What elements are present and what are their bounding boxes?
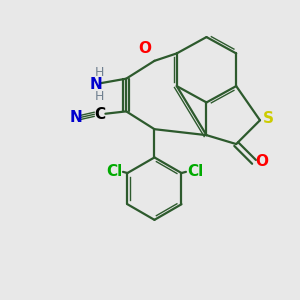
Text: Cl: Cl bbox=[187, 164, 203, 179]
Text: O: O bbox=[256, 154, 268, 169]
Text: H: H bbox=[95, 90, 104, 103]
Text: N: N bbox=[90, 77, 103, 92]
Text: S: S bbox=[263, 111, 274, 126]
Text: H: H bbox=[95, 66, 104, 79]
Text: Cl: Cl bbox=[106, 164, 122, 179]
Text: C: C bbox=[94, 107, 105, 122]
Text: O: O bbox=[139, 41, 152, 56]
Text: N: N bbox=[69, 110, 82, 125]
